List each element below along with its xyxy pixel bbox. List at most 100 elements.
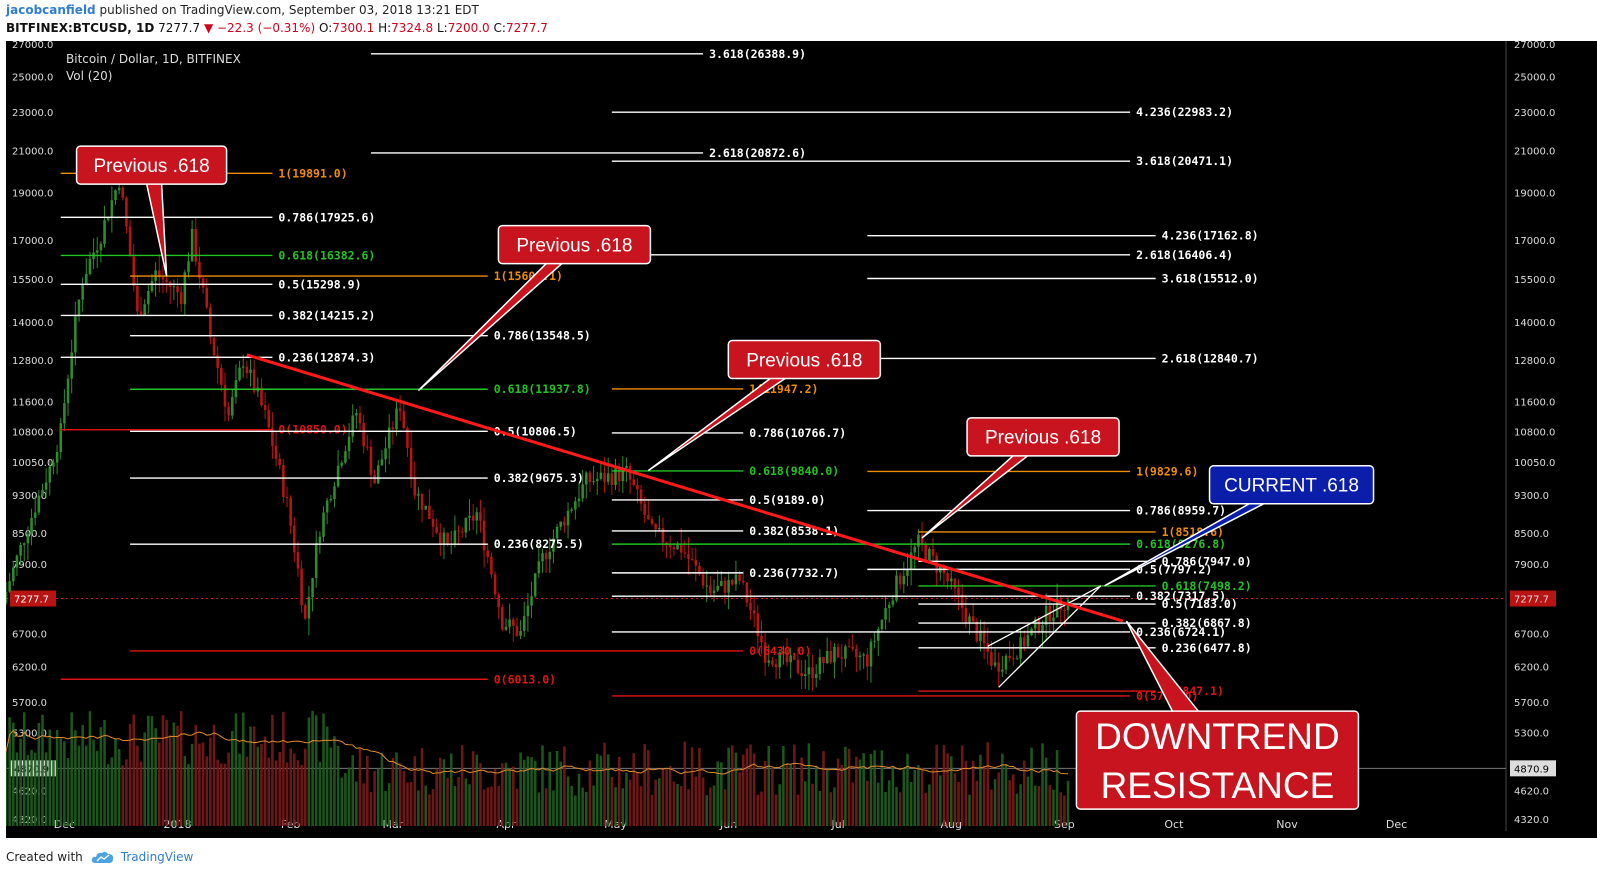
volume-bar [12,722,15,826]
fib-label: 0.5(9189.0) [749,493,825,507]
low-label: L: [436,21,448,35]
chart-canvas[interactable]: 27000.0 27000.0 25000.0 25000.0 23000.0 23000… [6,41,1597,838]
candle-body [37,495,41,513]
volume-bar [679,785,683,826]
volume-bar [1044,757,1048,826]
candle-body [22,543,26,545]
volume-bar [676,784,679,826]
y-tick-label: 4870.9 [1514,764,1549,775]
candle-body [220,367,223,385]
candle-body [12,567,15,582]
volume-bar [179,711,183,826]
candle-body [468,515,471,518]
volume-bar [26,754,30,826]
candle-body [231,397,234,416]
volume-bar [355,781,358,826]
fib-label: 0.236(6477.8) [1162,641,1252,655]
fib-label: 0.236(8275.5) [494,537,584,551]
candle-body [997,662,1000,672]
candle-body [271,427,274,446]
volume-bar [731,745,734,826]
candle-body [778,652,781,668]
volume-bar [1030,747,1033,826]
candle-body [785,652,789,663]
candle-body [439,532,442,544]
candle-body [526,605,530,617]
volume-bar [887,780,891,826]
volume-bar [544,788,548,826]
candle-body [1001,669,1004,672]
volume-bar [847,748,851,826]
candle-body [866,654,869,667]
volume-bar [278,751,281,826]
volume-bar [1001,753,1004,826]
candle-body [318,536,322,544]
volume-bar [570,785,573,826]
candle-body [705,585,709,587]
volume-bar [1019,784,1022,826]
fib-label: 1(9829.6) [1136,464,1198,478]
volume-bars [6,710,1070,826]
candle-body [1041,625,1044,633]
y-tick-label: 4320.0 [1514,815,1549,826]
volume-bar [760,791,763,826]
volume-bar [95,750,99,826]
fib-label: 0.382(6867.8) [1162,616,1252,630]
volume-bar [37,723,41,826]
candle-body [431,519,435,527]
callout-box [727,339,882,380]
candle-body [563,521,566,526]
y-tick-label: 14000.0 [1514,318,1555,329]
volume-bar [165,719,168,826]
candle-body [44,482,48,490]
candle-body [519,630,522,636]
chart-area[interactable]: 27000.0 27000.0 25000.0 25000.0 23000.0 23000… [6,41,1597,838]
candle-body [585,472,588,485]
candle-body [855,648,858,658]
fib-label: 0.786(10766.7) [749,426,846,440]
candle-body [33,512,37,518]
candle-body [147,291,150,305]
author-link[interactable]: jacobcanfield [6,3,96,17]
candle-body [15,555,19,568]
volume-bar [245,756,249,826]
volume-bar [296,760,300,826]
candle-body [964,608,968,623]
volume-bar [738,772,741,826]
candle-body [110,200,114,219]
volume-bar [263,736,267,826]
fib-label: 3.618(15512.0) [1162,271,1259,285]
fib-label: 0.786(7947.0) [1162,554,1252,568]
volume-bar [398,763,402,826]
volume-bar [990,789,993,826]
downtrend-line [246,353,1124,623]
volume-bar [1008,780,1011,826]
y-tick-label: 17000.0 [1514,236,1555,247]
tradingview-link[interactable]: TradingView [120,850,194,864]
volume-bar [793,744,796,826]
volume-bar [41,714,44,826]
volume-bar [705,795,709,826]
candle-body [205,287,209,308]
volume-bar [964,760,968,826]
volume-bar [778,784,781,826]
volume-bar [289,748,292,826]
candle-body [380,459,384,466]
y-tick-label: 25000.0 [1514,73,1555,84]
candle-body [512,619,515,626]
candle-body [289,497,292,526]
volume-bar [110,757,114,826]
volume-bar [625,772,628,826]
candle-body [249,369,252,374]
fib-label: 0.236(6724.1) [1136,625,1226,639]
volume-bar [720,762,723,826]
volume-bar [449,753,453,826]
y-tick-label: 7277.7 [1514,595,1549,606]
candle-body [376,465,380,484]
volume-bar [957,782,960,826]
volume-bar [588,760,592,826]
candle-body [968,616,971,623]
candle-body [683,552,687,554]
candle-body [862,654,865,656]
volume-bar [223,763,227,826]
